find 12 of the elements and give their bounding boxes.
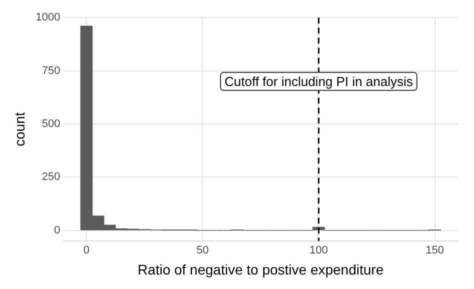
x-axis-title: Ratio of negative to postive expenditure	[138, 261, 384, 278]
x-tick-label: 0	[83, 244, 90, 257]
x-tick-label: 100	[310, 244, 328, 257]
y-tick-label: 500	[42, 118, 60, 130]
y-axis-title: count	[11, 112, 28, 146]
y-tick-label: 250	[42, 171, 60, 184]
x-tick-label: 150	[426, 244, 444, 257]
y-tick-label: 0	[54, 224, 60, 236]
annotation: Cutoff for including PI in analysis	[224, 74, 414, 90]
y-tick-label: 1000	[36, 12, 60, 24]
x-tick-label: 50	[196, 244, 209, 257]
y-tick-label: 750	[42, 64, 60, 77]
